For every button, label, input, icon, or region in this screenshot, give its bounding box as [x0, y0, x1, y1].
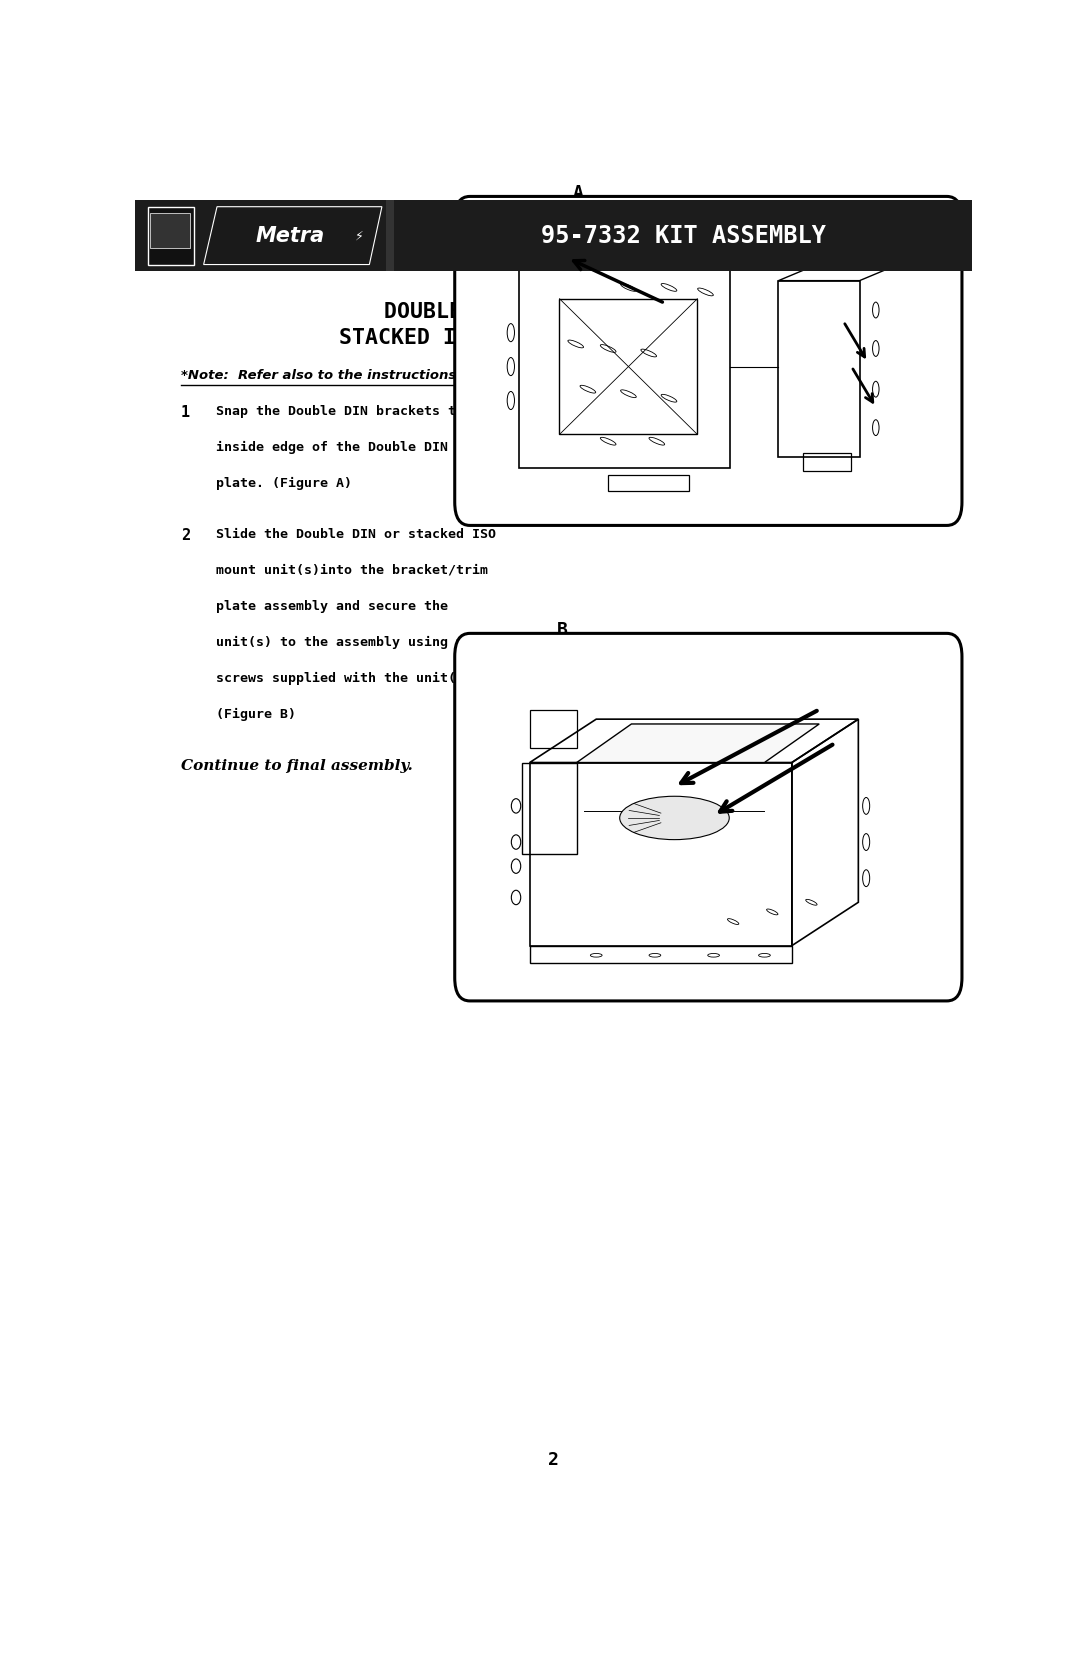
Ellipse shape	[620, 796, 729, 840]
Circle shape	[511, 890, 521, 905]
Text: Snap the Double DIN brackets to the: Snap the Double DIN brackets to the	[216, 404, 496, 417]
Text: DOUBLE DIN RADIO PROVISION: DOUBLE DIN RADIO PROVISION	[384, 302, 723, 322]
Text: unit(s) to the assembly using the: unit(s) to the assembly using the	[216, 636, 481, 649]
Polygon shape	[577, 724, 820, 763]
Text: (Figure B): (Figure B)	[216, 708, 296, 721]
Text: Continue to final assembly.: Continue to final assembly.	[181, 759, 413, 773]
Text: B: B	[556, 621, 567, 639]
Circle shape	[511, 860, 521, 873]
FancyBboxPatch shape	[148, 207, 193, 265]
Text: Metra: Metra	[255, 225, 324, 245]
Text: 2: 2	[181, 527, 190, 542]
FancyBboxPatch shape	[387, 200, 394, 270]
Text: screws supplied with the unit(s).: screws supplied with the unit(s).	[216, 673, 481, 684]
Text: inside edge of the Double DIN trim: inside edge of the Double DIN trim	[216, 441, 488, 454]
Text: plate. (Figure A): plate. (Figure A)	[216, 477, 352, 489]
Text: *Note:  Refer also to the instructions included with the aftermarket radio.: *Note: Refer also to the instructions in…	[181, 369, 733, 382]
FancyBboxPatch shape	[135, 200, 972, 270]
Text: 1: 1	[181, 404, 190, 419]
Text: ⚡: ⚡	[355, 229, 364, 242]
Text: STACKED ISO MOUNT UNITS PROVISION: STACKED ISO MOUNT UNITS PROVISION	[339, 327, 768, 347]
Text: mount unit(s)into the bracket/trim: mount unit(s)into the bracket/trim	[216, 564, 488, 577]
Polygon shape	[204, 207, 382, 265]
Text: 2: 2	[548, 1450, 559, 1469]
FancyBboxPatch shape	[455, 197, 962, 526]
Circle shape	[511, 799, 521, 813]
Text: plate assembly and secure the: plate assembly and secure the	[216, 599, 448, 613]
Circle shape	[511, 834, 521, 850]
FancyBboxPatch shape	[150, 214, 190, 247]
Text: A: A	[573, 184, 584, 202]
Text: 95-7332 KIT ASSEMBLY: 95-7332 KIT ASSEMBLY	[541, 224, 826, 247]
FancyBboxPatch shape	[455, 633, 962, 1001]
Text: Slide the Double DIN or stacked ISO: Slide the Double DIN or stacked ISO	[216, 527, 496, 541]
